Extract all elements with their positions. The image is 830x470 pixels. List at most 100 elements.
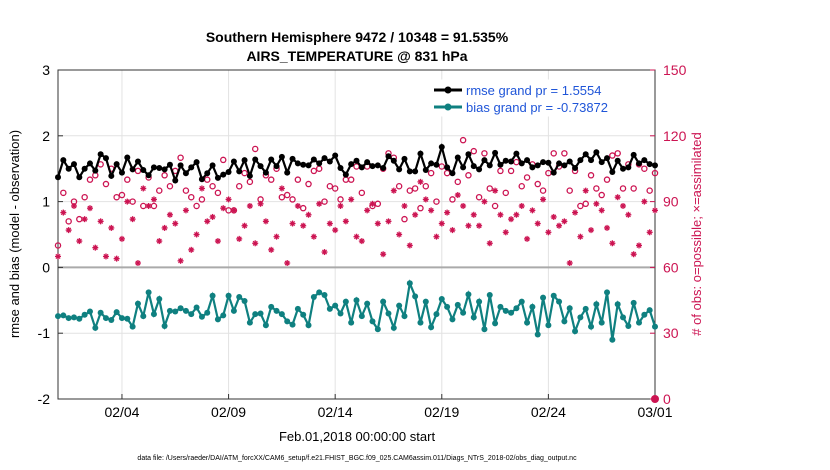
obs-assimilated-point bbox=[556, 222, 563, 229]
obs-assimilated-point bbox=[76, 238, 83, 245]
obs-possible-point bbox=[219, 156, 227, 164]
obs-assimilated-point bbox=[625, 211, 632, 218]
y-tick-label: -2 bbox=[38, 391, 51, 407]
rmse-point bbox=[342, 171, 349, 178]
y-tick-label: 1 bbox=[42, 194, 50, 210]
y2-tick-label: 30 bbox=[663, 325, 679, 341]
obs-possible-point bbox=[337, 196, 344, 203]
y-tick-label: 2 bbox=[42, 128, 50, 144]
rmse-point bbox=[577, 157, 584, 164]
bias-point bbox=[641, 311, 648, 318]
obs-possible-point bbox=[193, 202, 200, 210]
y-tick-label: 3 bbox=[42, 62, 50, 78]
obs-assimilated-point bbox=[337, 202, 344, 209]
obs-assimilated-point bbox=[124, 198, 131, 205]
obs-assimilated-point bbox=[113, 255, 120, 262]
rmse-point bbox=[630, 151, 637, 158]
obs-assimilated-point bbox=[481, 198, 488, 205]
rmse-point bbox=[476, 166, 483, 173]
rmse-point bbox=[422, 167, 429, 174]
bias-point bbox=[257, 310, 264, 317]
obs-assimilated-point bbox=[193, 231, 200, 238]
obs-assimilated-point bbox=[604, 224, 611, 231]
rmse-point bbox=[412, 168, 419, 175]
obs-possible-point bbox=[427, 169, 435, 177]
bias-point bbox=[374, 326, 381, 333]
bias-point bbox=[161, 322, 168, 329]
rmse-point bbox=[225, 168, 232, 175]
obs-assimilated-point bbox=[593, 200, 600, 207]
x-tick-label: 02/19 bbox=[424, 404, 459, 420]
bias-point bbox=[358, 313, 365, 320]
obs-assimilated-point bbox=[278, 185, 285, 192]
y-tick-label: 0 bbox=[42, 259, 50, 275]
obs-possible-point bbox=[550, 150, 557, 157]
obs-possible-point bbox=[507, 167, 515, 175]
y2-tick-label: 90 bbox=[663, 194, 679, 210]
rmse-point bbox=[561, 162, 568, 169]
obs-assimilated-point bbox=[220, 205, 227, 212]
rmse-point bbox=[300, 161, 307, 168]
bias-point bbox=[406, 280, 413, 287]
rmse-point bbox=[273, 163, 280, 170]
rmse-point bbox=[166, 161, 173, 168]
obs-end-marker bbox=[651, 395, 659, 403]
rmse-point bbox=[150, 164, 157, 171]
obs-assimilated-point bbox=[284, 260, 291, 267]
rmse-point bbox=[305, 162, 312, 169]
obs-possible-point bbox=[118, 191, 126, 199]
obs-assimilated-point bbox=[241, 222, 248, 229]
obs-assimilated-point bbox=[177, 257, 184, 264]
bias-point bbox=[113, 309, 120, 316]
bias-point bbox=[486, 292, 493, 299]
obs-possible-point bbox=[411, 185, 419, 192]
bias-point bbox=[294, 305, 301, 312]
obs-possible-point bbox=[486, 185, 494, 192]
obs-assimilated-point bbox=[268, 246, 275, 253]
obs-assimilated-point bbox=[342, 218, 349, 225]
obs-assimilated-point bbox=[156, 238, 163, 245]
rmse-point bbox=[241, 157, 248, 164]
y-tick-label: -1 bbox=[38, 325, 51, 341]
obs-assimilated-point bbox=[358, 238, 365, 245]
obs-assimilated-point bbox=[369, 200, 376, 207]
obs-possible-point bbox=[630, 185, 637, 192]
obs-possible-point bbox=[598, 191, 605, 199]
obs-possible-point bbox=[433, 198, 440, 205]
obs-possible-point bbox=[113, 193, 120, 201]
obs-assimilated-point bbox=[390, 187, 397, 194]
rmse-point bbox=[646, 161, 653, 168]
obs-assimilated-point bbox=[310, 233, 317, 240]
bias-point bbox=[614, 301, 621, 308]
bias-point bbox=[652, 323, 658, 330]
obs-possible-point bbox=[347, 176, 355, 183]
bias-point bbox=[145, 289, 152, 296]
rmse-point bbox=[246, 172, 253, 179]
obs-assimilated-point bbox=[513, 211, 520, 218]
bias-point bbox=[150, 311, 157, 318]
obs-assimilated-point bbox=[476, 222, 483, 229]
obs-assimilated-point bbox=[470, 211, 477, 218]
obs-assimilated-point bbox=[182, 207, 189, 214]
obs-possible-point bbox=[566, 187, 573, 194]
rmse-point bbox=[364, 159, 371, 166]
obs-assimilated-point bbox=[396, 231, 403, 238]
rmse-point bbox=[140, 167, 147, 174]
bias-point bbox=[214, 316, 221, 323]
obs-assimilated-point bbox=[150, 196, 157, 203]
obs-possible-point bbox=[614, 150, 621, 157]
bias-point bbox=[204, 309, 211, 316]
rmse-point bbox=[321, 155, 328, 162]
bias-point bbox=[465, 291, 472, 298]
rmse-point bbox=[236, 168, 243, 175]
bias-point bbox=[556, 298, 563, 305]
bias-point bbox=[492, 320, 499, 327]
bias-point bbox=[108, 317, 115, 324]
rmse-point bbox=[60, 157, 67, 164]
obs-possible-point bbox=[417, 204, 424, 212]
obs-assimilated-point bbox=[428, 207, 435, 214]
bias-point bbox=[646, 307, 653, 314]
y2-tick-label: 150 bbox=[663, 62, 687, 78]
bias-point bbox=[236, 294, 243, 301]
rmse-point bbox=[433, 161, 440, 168]
